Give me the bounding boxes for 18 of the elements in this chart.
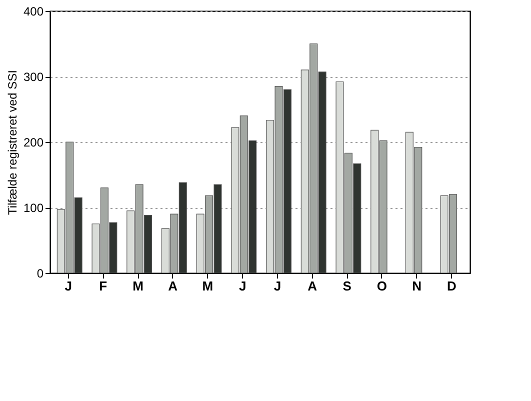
x-tick-label: J (274, 278, 282, 294)
x-tick-label: M (202, 278, 214, 294)
x-tick-label: J (64, 278, 72, 294)
y-tick-label: 200 (23, 136, 44, 150)
x-tick-label: S (342, 278, 352, 294)
y-tick-label: 400 (23, 4, 44, 18)
y-tick-label: 100 (23, 201, 44, 215)
x-tick-label: M (132, 278, 144, 294)
x-tick-label: A (308, 278, 318, 294)
y-tick-label: 0 (36, 266, 44, 280)
y-tick-label: 300 (23, 70, 44, 84)
x-tick-label: F (99, 278, 108, 294)
x-tick-label: D (447, 278, 456, 294)
y-axis-title: Tilfælde registreret ved SSI (5, 70, 20, 215)
x-tick-label: A (168, 278, 178, 294)
x-tick-label: N (412, 278, 422, 294)
x-tick-label: O (376, 278, 388, 294)
x-tick-label: J (238, 278, 246, 294)
